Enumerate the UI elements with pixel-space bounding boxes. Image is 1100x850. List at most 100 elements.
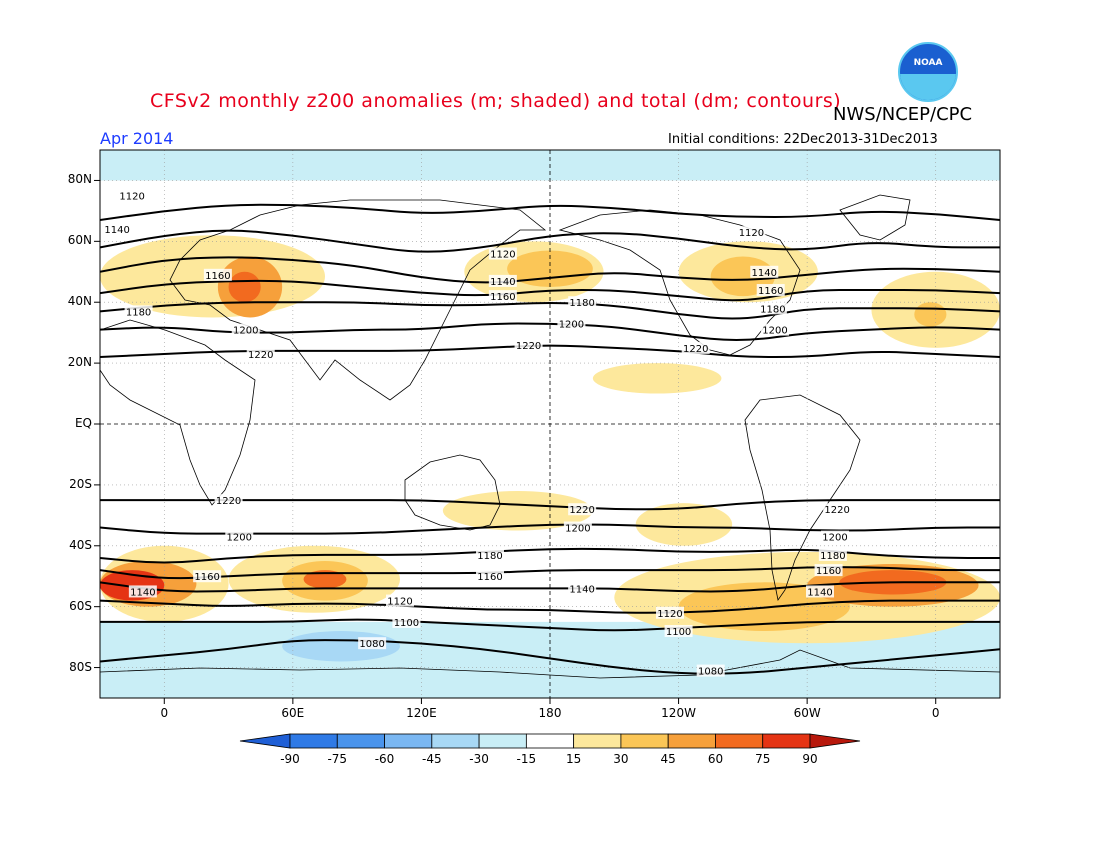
colorbar-segment <box>573 733 622 749</box>
contour-label-bg <box>476 548 504 561</box>
contour-label-bg <box>681 341 710 354</box>
contour-label-bg <box>737 226 766 239</box>
contour-label: 1200 <box>762 326 787 337</box>
colorbar-label: 30 <box>613 752 629 766</box>
lat-label: 40S <box>69 537 92 552</box>
colorbar-segment <box>384 733 433 749</box>
contour-label-bg <box>806 585 834 598</box>
contour-label-bg <box>231 323 260 336</box>
africa-coast <box>100 319 256 506</box>
colorbar-segment <box>762 733 811 749</box>
colorbar-label: 15 <box>565 752 582 766</box>
contour-label: 1180 <box>126 307 151 318</box>
initial-conditions-label: Initial conditions: 22Dec2013-31Dec2013 <box>668 132 938 147</box>
contour-label: 1200 <box>822 533 847 544</box>
contour-label-bg <box>696 664 725 677</box>
contour-label-bg <box>476 570 504 583</box>
contour-label: 1140 <box>569 584 594 595</box>
contour-label: 1160 <box>490 292 515 303</box>
contour-1200 <box>100 523 1000 535</box>
lon-label: 60W <box>793 706 821 720</box>
contour-label: 1100 <box>394 618 419 629</box>
colorbar-label: -90 <box>280 752 300 766</box>
colorbar-label: 75 <box>755 752 771 766</box>
colorbar-label: 45 <box>660 752 676 766</box>
contour-label-bg <box>761 323 789 336</box>
contour-label: 1180 <box>569 298 594 309</box>
contour-label: 1100 <box>666 627 691 638</box>
contour-label-bg <box>568 503 597 516</box>
lon-label: 60E <box>281 706 305 720</box>
anomaly-region <box>228 271 261 303</box>
contour-label-bg <box>193 570 222 583</box>
colorbar-label: -60 <box>374 752 395 766</box>
contour-label: 1200 <box>559 320 584 331</box>
contour-label: 1160 <box>194 572 219 583</box>
anomaly-region <box>592 363 722 394</box>
contour-label-bg <box>118 189 147 202</box>
anomaly-region <box>635 503 733 546</box>
antarctica-coast <box>100 649 1000 679</box>
colorbar-label: -15 <box>516 752 537 766</box>
agency-label: NWS/NCEP/CPC <box>833 104 973 125</box>
colorbar-label: 90 <box>802 752 818 766</box>
contour-label: 1160 <box>205 271 230 282</box>
colorbar-label: 60 <box>707 752 724 766</box>
colorbar-left-arrow <box>239 733 291 749</box>
colorbar-label: -75 <box>327 752 348 766</box>
lon-label: 120E <box>406 706 437 720</box>
greenland-coast <box>839 194 911 241</box>
contour-label: 1200 <box>565 524 590 535</box>
contour-label: 1140 <box>807 587 832 598</box>
contour-label-bg <box>818 548 847 561</box>
contour-1160 <box>100 279 1000 302</box>
lat-label: 20S <box>69 476 92 491</box>
colorbar-segment <box>620 733 669 749</box>
contour-1140 <box>100 256 1000 284</box>
contour-label-bg <box>225 530 254 543</box>
contour-label-bg <box>358 637 387 650</box>
logo-text: NOAA <box>913 58 943 68</box>
contour-label-bg <box>568 582 597 595</box>
contour-label: 1080 <box>359 639 384 650</box>
contour-label: 1080 <box>698 667 723 678</box>
contour-1100 <box>100 618 1000 632</box>
colorbar-segment <box>667 733 716 749</box>
contour-label: 1180 <box>477 551 502 562</box>
colorbar-segment <box>525 733 575 749</box>
australia-coast <box>404 454 501 531</box>
colorbar-segment <box>478 733 527 749</box>
contour-label-bg <box>664 625 693 638</box>
contour-1120 <box>100 229 1000 253</box>
colorbar-segment <box>431 733 480 749</box>
contour-label: 1140 <box>490 277 515 288</box>
contour-label-bg <box>103 223 132 236</box>
lat-label: 60S <box>69 598 92 613</box>
lat-label: 80S <box>69 659 92 674</box>
contour-label-bg <box>488 247 517 260</box>
contour-label-bg <box>563 521 592 534</box>
contour-label: 1220 <box>683 344 708 355</box>
contour-label-bg <box>488 290 517 303</box>
lat-label: 40N <box>67 294 92 309</box>
contour-label: 1220 <box>248 350 273 361</box>
contour-1120 <box>100 203 1000 222</box>
contour-label: 1220 <box>216 496 241 507</box>
grid-lines <box>100 150 1000 698</box>
contour-label: 1200 <box>233 326 258 337</box>
contour-label: 1180 <box>760 304 785 315</box>
contour-label: 1120 <box>657 609 682 620</box>
contour-label-bg <box>203 268 232 281</box>
contour-label: 1120 <box>119 192 144 203</box>
contour-label-bg <box>128 585 157 598</box>
contour-label: 1220 <box>516 341 541 352</box>
contour-label: 1160 <box>816 566 841 577</box>
contour-1080 <box>100 639 1000 675</box>
colorbar-segment <box>336 733 385 749</box>
contour-label-bg <box>246 347 275 360</box>
figure-title: CFSv2 monthly z200 anomalies (m; shaded)… <box>150 90 842 112</box>
colorbar-segment <box>289 733 338 749</box>
contour-label: 1140 <box>130 587 155 598</box>
contour-label: 1220 <box>824 505 849 516</box>
